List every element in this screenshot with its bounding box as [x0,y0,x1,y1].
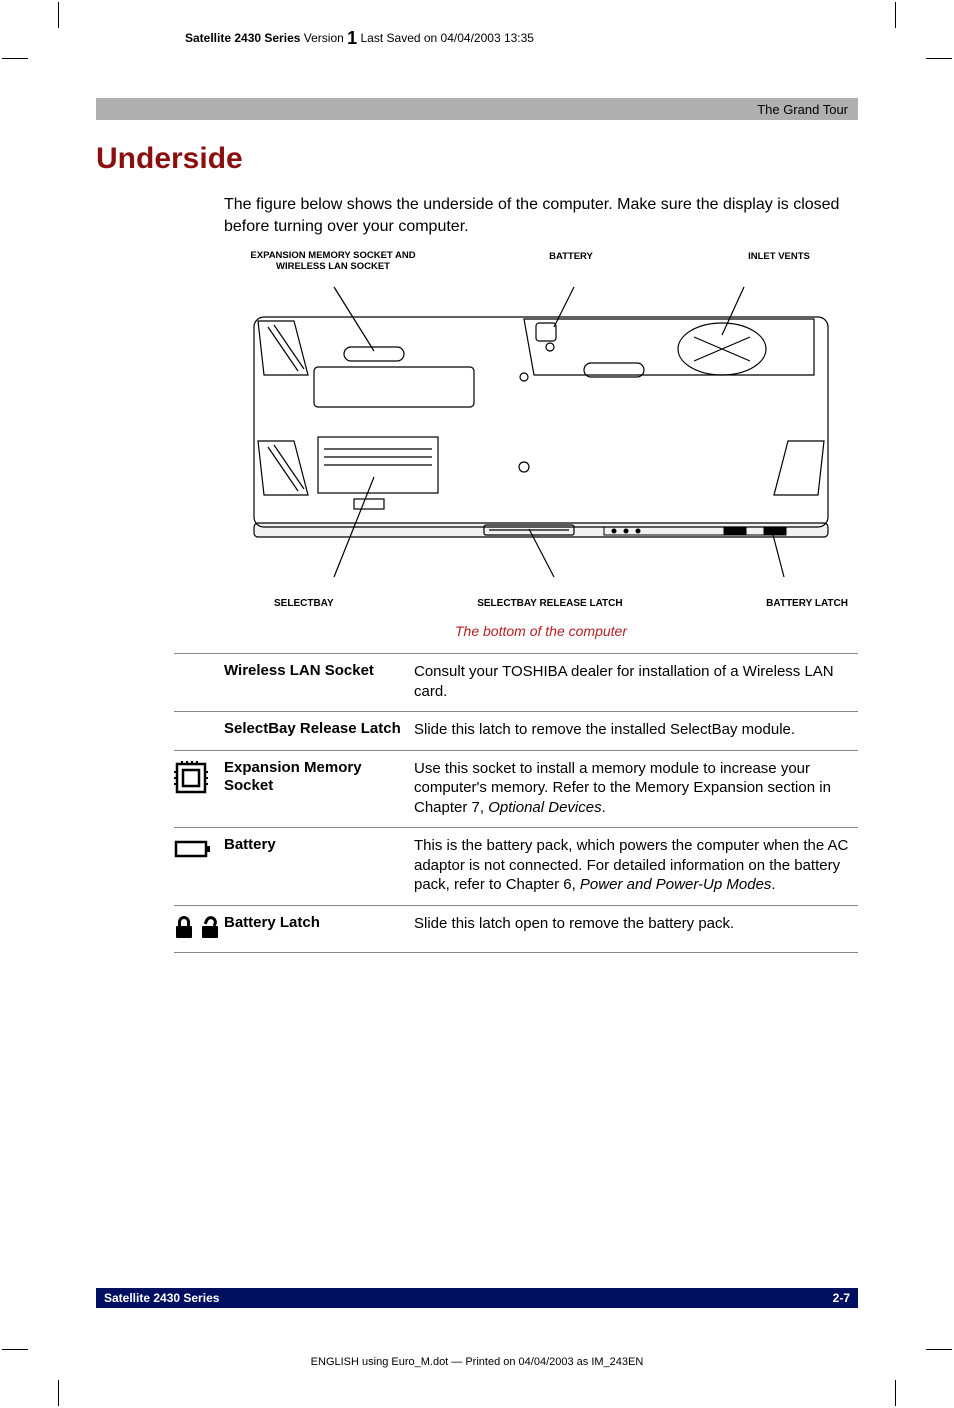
page: Satellite 2430 Series Version 1 Last Sav… [0,0,954,1408]
table-row: Wireless LAN Socket Consult your TOSHIBA… [174,653,858,711]
footer-bar: Satellite 2430 Series 2-7 [96,1288,858,1308]
section-name: The Grand Tour [757,102,848,117]
crop-mark [926,1349,952,1350]
label-battery: BATTERY [496,251,646,273]
label-expansion-memory: EXPANSION MEMORY SOCKET AND WIRELESS LAN… [228,251,438,273]
page-header: Satellite 2430 Series Version 1 Last Sav… [185,28,534,49]
section-bar: The Grand Tour [96,98,858,120]
row-label: Battery [224,836,414,895]
crop-mark [2,58,28,59]
product-name: Satellite 2430 Series [185,31,300,45]
row-desc: Use this socket to install a memory modu… [414,759,858,818]
row-icon-cell [174,662,224,701]
figure-caption: The bottom of the computer [224,623,858,639]
crop-mark [2,1349,28,1350]
row-icon-cell [174,759,224,818]
row-desc: Consult your TOSHIBA dealer for installa… [414,662,858,701]
intro-text: The figure below shows the underside of … [224,194,858,237]
diagram: EXPANSION MEMORY SOCKET AND WIRELESS LAN… [224,251,858,609]
footer-right: 2-7 [833,1291,850,1305]
row-icon-cell [174,720,224,740]
content-area: The Grand Tour Underside The figure belo… [96,98,858,953]
diagram-top-labels: EXPANSION MEMORY SOCKET AND WIRELESS LAN… [224,251,858,277]
diagram-bottom-labels: SELECTBAY SELECTBAY RELEASE LATCH BATTER… [224,592,858,609]
crop-mark [895,2,896,28]
crop-mark [58,1380,59,1406]
memory-icon [174,761,208,795]
row-desc: This is the battery pack, which powers t… [414,836,858,895]
row-label: SelectBay Release Latch [224,720,414,740]
row-label: Battery Latch [224,914,414,942]
row-desc: Slide this latch open to remove the batt… [414,914,858,942]
definitions-table: Wireless LAN Socket Consult your TOSHIBA… [174,653,858,953]
row-desc: Slide this latch to remove the installed… [414,720,858,740]
page-title: Underside [96,142,858,176]
footer-left: Satellite 2430 Series [104,1291,219,1305]
label-selectbay: SELECTBAY [274,598,334,609]
label-line: EXPANSION MEMORY SOCKET AND [250,250,415,261]
label-line: WIRELESS LAN SOCKET [276,261,390,272]
table-row: Battery Latch Slide this latch open to r… [174,905,858,953]
label-selectbay-release: SELECTBAY RELEASE LATCH [477,598,622,609]
row-icon-cell [174,836,224,895]
row-icon-cell [174,914,224,942]
version-label: Version [304,31,344,45]
saved-on: Last Saved on 04/04/2003 13:35 [361,31,534,45]
crop-mark [926,58,952,59]
row-label: Wireless LAN Socket [224,662,414,701]
table-row: Battery This is the battery pack, which … [174,827,858,905]
version-number: 1 [347,28,357,48]
crop-mark [895,1380,896,1406]
latch-icon [174,916,224,942]
table-row: Expansion Memory Socket Use this socket … [174,750,858,828]
battery-icon [174,838,214,860]
footer-print-line: ENGLISH using Euro_M.dot — Printed on 04… [0,1356,954,1368]
crop-mark [58,2,59,28]
underside-diagram-svg [224,277,858,587]
row-label: Expansion Memory Socket [224,759,414,818]
label-battery-latch: BATTERY LATCH [766,598,848,609]
table-row: SelectBay Release Latch Slide this latch… [174,711,858,750]
label-inlet-vents: INLET VENTS [704,251,854,273]
